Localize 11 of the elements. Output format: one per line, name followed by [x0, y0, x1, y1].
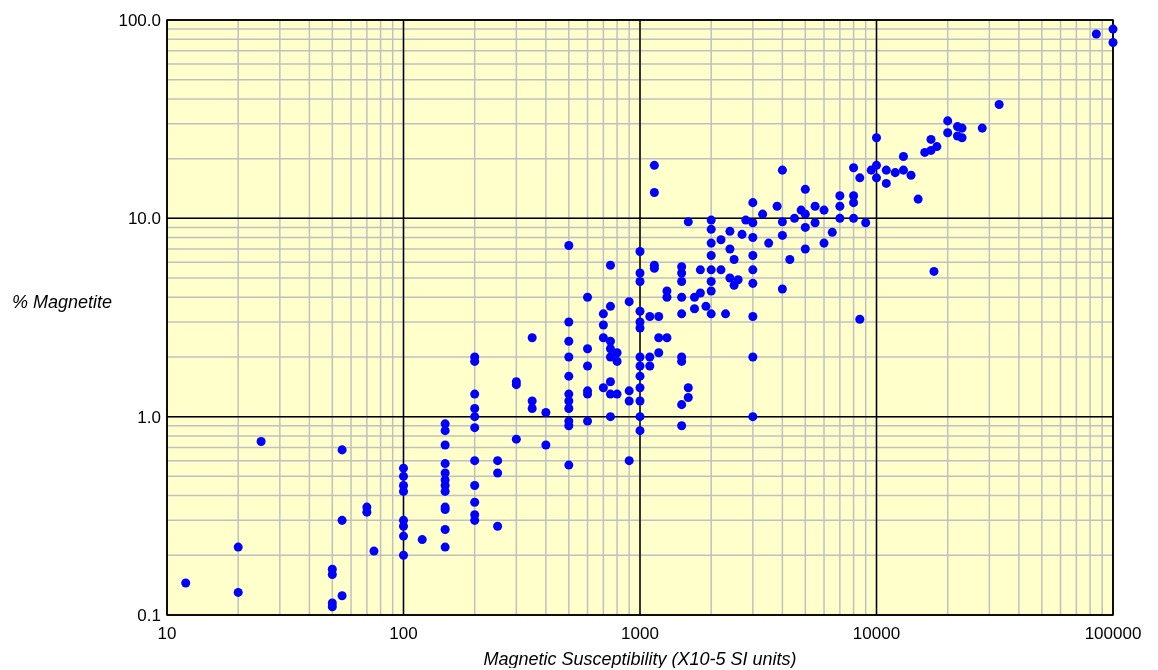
x-tick-label: 100000: [1084, 624, 1142, 643]
y-tick-label: 1.0: [137, 407, 161, 427]
x-tick-label: 10: [157, 624, 177, 643]
x-tick-label: 10000: [852, 624, 901, 643]
x-tick-label: 1000: [621, 624, 659, 643]
y-tick-label: 100.0: [118, 10, 161, 30]
x-tick-label: 100: [389, 624, 418, 643]
y-tick-label: 10.0: [127, 209, 161, 229]
y-tick-label: 0.1: [137, 605, 161, 625]
x-axis-title: Magnetic Susceptibility (X10-5 SI units): [483, 649, 797, 669]
y-axis-title: % Magnetite: [12, 291, 113, 312]
